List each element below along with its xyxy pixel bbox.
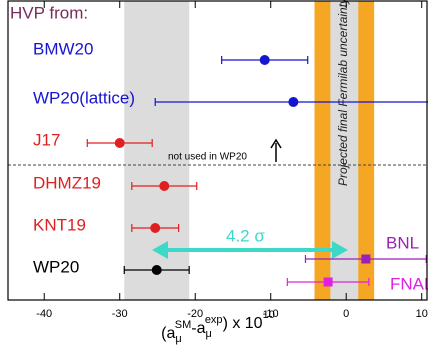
x-label-part: -a	[191, 320, 205, 337]
not-used-note: not used in WP20	[168, 152, 247, 163]
point	[150, 223, 161, 233]
x-label-part: 10	[263, 309, 275, 321]
point-label: DHMZ19	[33, 173, 101, 192]
point	[151, 265, 162, 275]
point	[323, 277, 333, 287]
note-arrow-head	[270, 138, 282, 149]
x-tick-label: -20	[187, 308, 203, 320]
x-label-part: (a	[161, 325, 175, 342]
x-label-part: ) x 10	[223, 315, 263, 332]
point	[114, 138, 125, 148]
x-label-part: μ	[205, 328, 211, 340]
x-label-part: SM	[175, 319, 192, 331]
x-tick-label: -10	[263, 308, 279, 320]
fermilab-note: Projected final Fermilab uncertainty	[336, 0, 350, 186]
x-axis-label: (aμSM-aμexp) x 1010	[161, 309, 275, 345]
heading: HVP from:	[10, 3, 88, 22]
x-label-part: μ	[175, 333, 181, 345]
point	[361, 254, 371, 264]
x-label-part: exp	[205, 314, 223, 326]
marks: -40 -30 -20 -10 0 10 BMW20 WP20(lattice) J17 DHMZ…	[33, 1, 428, 320]
point-label: KNT19	[33, 215, 86, 234]
tension-label: 4.2 σ	[226, 226, 265, 245]
band	[124, 1, 190, 300]
point-label: J17	[33, 130, 60, 149]
point-label: BNL	[386, 233, 419, 252]
point-label: WP20(lattice)	[33, 88, 135, 107]
point	[288, 97, 299, 107]
point	[159, 181, 170, 191]
x-tick-label: -30	[112, 308, 128, 320]
x-tick-label: 0	[343, 308, 349, 320]
point	[259, 55, 270, 65]
x-tick-label: -40	[36, 308, 52, 320]
x-tick-label: 10	[416, 308, 428, 320]
point-label: WP20	[33, 257, 79, 276]
frame	[7, 0, 428, 301]
point-label: FNAL	[390, 274, 428, 293]
point-label: BMW20	[33, 39, 93, 58]
bands	[124, 1, 375, 300]
